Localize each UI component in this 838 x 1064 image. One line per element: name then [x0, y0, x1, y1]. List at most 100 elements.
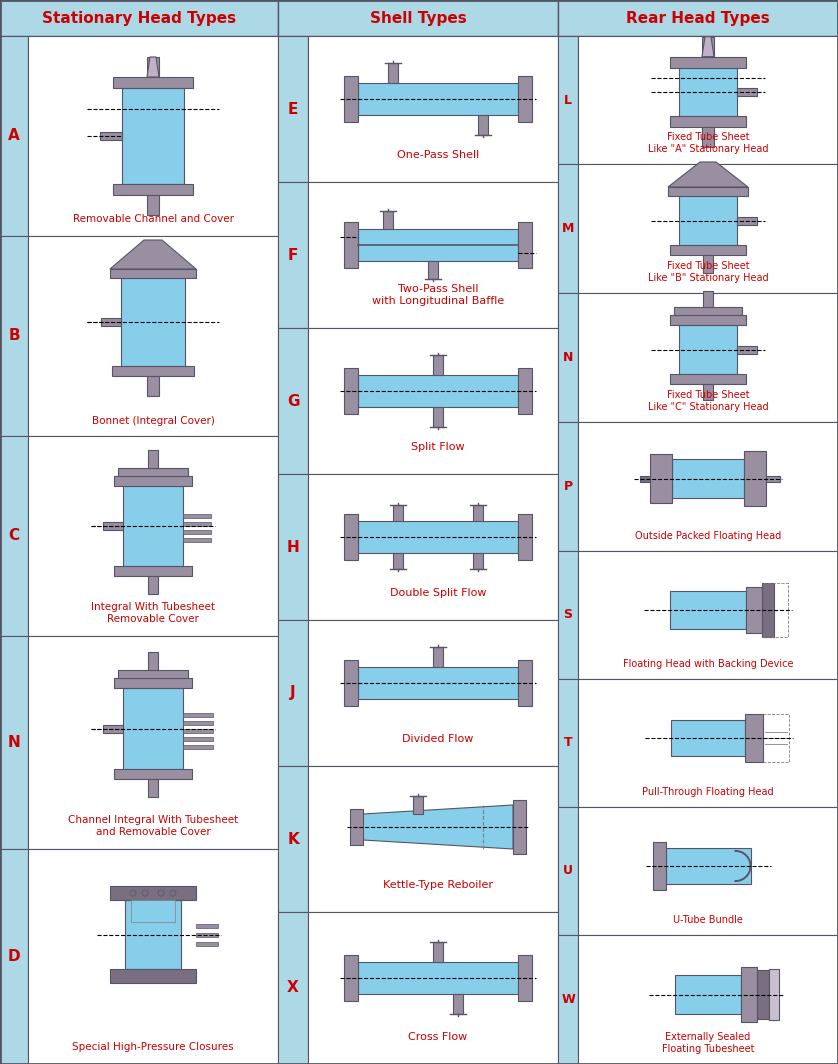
- Text: K: K: [287, 831, 299, 847]
- Bar: [278, 0, 308, 1064]
- Bar: [670, 591, 746, 629]
- Bar: [679, 68, 737, 116]
- Bar: [0, 636, 28, 849]
- Text: W: W: [561, 993, 575, 1005]
- Bar: [122, 88, 184, 184]
- Bar: [0, 36, 28, 236]
- Bar: [344, 76, 358, 122]
- Bar: [668, 187, 748, 196]
- Bar: [428, 261, 438, 279]
- Bar: [762, 583, 774, 637]
- Bar: [741, 967, 757, 1021]
- Bar: [478, 115, 488, 135]
- Bar: [28, 849, 278, 1064]
- Bar: [473, 553, 483, 569]
- Bar: [518, 222, 532, 268]
- Text: M: M: [561, 222, 574, 235]
- Text: U: U: [563, 864, 573, 878]
- Bar: [0, 236, 28, 436]
- Bar: [578, 679, 838, 807]
- Bar: [183, 720, 213, 725]
- Bar: [670, 375, 746, 384]
- Bar: [278, 620, 308, 766]
- Text: Two-Pass Shell
with Longitudinal Baffle: Two-Pass Shell with Longitudinal Baffle: [372, 284, 504, 306]
- Bar: [558, 293, 578, 422]
- Bar: [0, 436, 28, 636]
- Polygon shape: [668, 162, 748, 187]
- Bar: [123, 486, 183, 566]
- Bar: [278, 0, 558, 36]
- Text: S: S: [563, 609, 572, 621]
- Bar: [737, 216, 757, 225]
- Bar: [679, 196, 737, 245]
- Bar: [358, 521, 518, 553]
- Text: L: L: [564, 94, 572, 106]
- Bar: [358, 83, 518, 115]
- Bar: [513, 800, 526, 854]
- Text: Floating Head with Backing Device: Floating Head with Backing Device: [623, 659, 794, 669]
- Text: H: H: [287, 539, 299, 554]
- Bar: [766, 476, 780, 482]
- Bar: [278, 912, 308, 1064]
- Bar: [344, 660, 358, 706]
- Text: X: X: [287, 981, 299, 996]
- Bar: [558, 422, 578, 551]
- Bar: [578, 164, 838, 293]
- Bar: [114, 678, 192, 688]
- Bar: [147, 195, 159, 215]
- Bar: [737, 346, 757, 353]
- Circle shape: [142, 891, 148, 896]
- Text: N: N: [8, 735, 20, 750]
- Text: Rear Head Types: Rear Head Types: [626, 11, 770, 26]
- Text: D: D: [8, 949, 20, 964]
- Bar: [702, 128, 714, 147]
- Bar: [344, 368, 358, 414]
- Bar: [670, 56, 746, 68]
- Text: Externally Sealed
Floating Tubesheet: Externally Sealed Floating Tubesheet: [662, 1032, 754, 1054]
- Bar: [308, 766, 558, 912]
- Bar: [670, 315, 746, 325]
- Bar: [308, 912, 558, 1064]
- Bar: [744, 451, 766, 505]
- Bar: [196, 942, 218, 946]
- Bar: [28, 436, 278, 636]
- Bar: [103, 725, 123, 732]
- Bar: [183, 736, 213, 741]
- Text: Special High-Pressure Closures: Special High-Pressure Closures: [72, 1042, 234, 1052]
- Circle shape: [130, 891, 136, 896]
- Bar: [28, 636, 278, 849]
- Bar: [433, 408, 443, 427]
- Bar: [674, 307, 742, 315]
- Bar: [183, 522, 211, 526]
- Bar: [558, 0, 838, 36]
- Bar: [558, 36, 578, 164]
- Bar: [393, 505, 403, 521]
- Text: Fixed Tube Sheet
Like "A" Stationary Head: Fixed Tube Sheet Like "A" Stationary Hea…: [648, 132, 768, 154]
- Text: A: A: [8, 129, 20, 144]
- Text: J: J: [290, 685, 296, 700]
- Bar: [183, 729, 213, 732]
- Bar: [344, 514, 358, 560]
- Bar: [113, 77, 193, 88]
- Text: U-Tube Bundle: U-Tube Bundle: [673, 915, 743, 925]
- Bar: [118, 468, 188, 476]
- Bar: [473, 505, 483, 521]
- Bar: [737, 88, 757, 96]
- Bar: [703, 290, 713, 307]
- Bar: [123, 688, 183, 769]
- Bar: [183, 713, 213, 716]
- Bar: [702, 36, 714, 56]
- Bar: [518, 368, 532, 414]
- Text: P: P: [563, 480, 572, 493]
- Bar: [125, 900, 181, 969]
- Bar: [114, 769, 192, 779]
- Bar: [433, 355, 443, 375]
- Bar: [28, 36, 278, 236]
- Bar: [183, 538, 211, 542]
- Bar: [278, 182, 308, 328]
- Bar: [28, 236, 278, 436]
- Bar: [578, 36, 838, 164]
- Bar: [278, 473, 308, 620]
- Bar: [578, 935, 838, 1064]
- Bar: [147, 57, 159, 77]
